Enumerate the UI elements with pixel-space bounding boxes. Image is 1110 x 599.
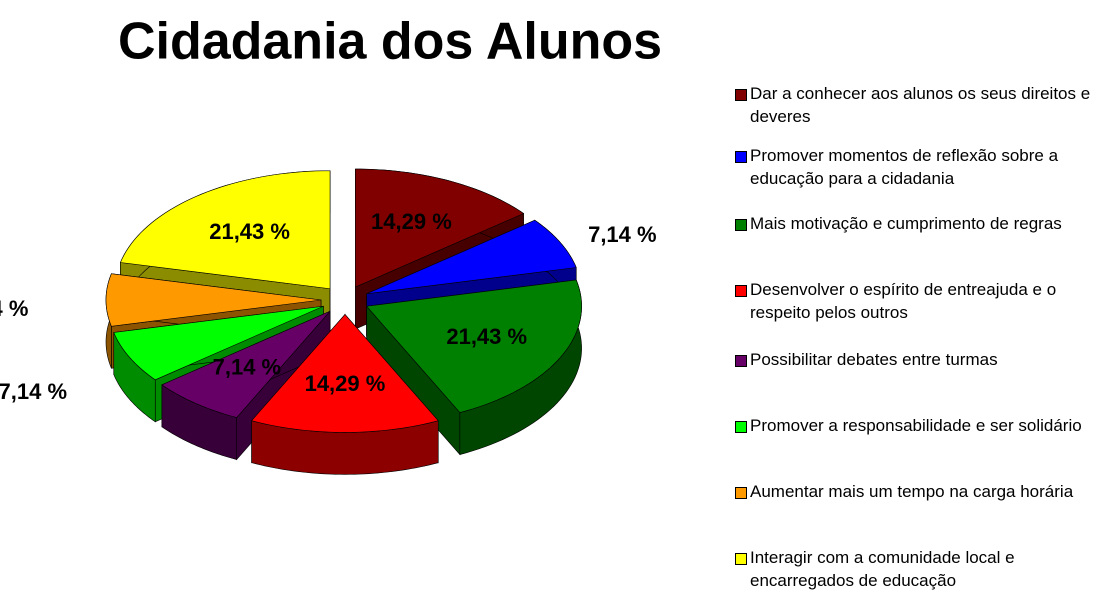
slice [119, 170, 331, 290]
data-label: 21,43 % [209, 219, 290, 244]
legend-label: Desenvolver o espírito de entreajuda e o… [750, 280, 1057, 322]
legend-item: Promover momentos de reflexão sobre a ed… [735, 144, 1107, 190]
legend-item: Promover a responsabilidade e ser solidá… [735, 414, 1107, 437]
legend-label: Mais motivação e cumprimento de regras [750, 214, 1062, 233]
slice [105, 273, 322, 327]
slice [161, 310, 331, 418]
slice [251, 313, 439, 433]
legend-item: Interagir com a comunidade local e encar… [735, 546, 1107, 592]
legend-swatch [735, 151, 747, 163]
legend-item: Dar a conhecer aos alunos os seus direit… [735, 82, 1107, 128]
legend-swatch [735, 285, 747, 297]
legend-swatch [735, 219, 747, 231]
data-label: 21,43 % [446, 324, 527, 349]
data-label: 14,29 % [305, 371, 386, 396]
data-label: 7,14 % [0, 296, 28, 321]
legend-label: Interagir com a comunidade local e encar… [750, 548, 1015, 590]
slice [355, 168, 525, 288]
data-label: 7,14 % [213, 354, 282, 379]
legend-swatch [735, 421, 747, 433]
legend-label: Promover momentos de reflexão sobre a ed… [750, 146, 1059, 188]
slice [366, 219, 577, 295]
legend-swatch [735, 355, 747, 367]
slice [113, 305, 324, 381]
legend-swatch [735, 553, 747, 565]
legend-item: Possibilitar debates entre turmas [735, 348, 1107, 371]
data-label: 7,14 % [0, 379, 67, 404]
legend-label: Possibilitar debates entre turmas [750, 350, 998, 369]
slice [366, 279, 582, 413]
legend-label: Aumentar mais um tempo na carga horária [750, 482, 1074, 501]
chart-title: Cidadania dos Alunos [118, 13, 662, 71]
legend-item: Desenvolver o espírito de entreajuda e o… [735, 278, 1107, 324]
data-label: 7,14 % [588, 222, 657, 247]
slice-tops [105, 168, 582, 433]
legend-label: Promover a responsabilidade e ser solidá… [750, 416, 1082, 435]
legend-label: Dar a conhecer aos alunos os seus direit… [750, 84, 1091, 126]
legend-swatch [735, 89, 747, 101]
data-label: 14,29 % [371, 209, 452, 234]
legend-swatch [735, 487, 747, 499]
legend-item: Mais motivação e cumprimento de regras [735, 212, 1107, 235]
legend-item: Aumentar mais um tempo na carga horária [735, 480, 1107, 503]
